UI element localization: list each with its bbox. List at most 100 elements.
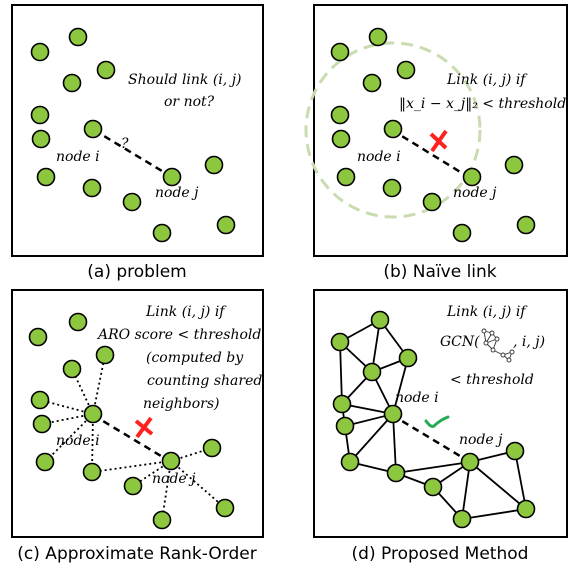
question-mark: ? — [121, 136, 129, 152]
dashed-link-ij — [93, 128, 173, 179]
graph-node — [204, 155, 224, 175]
annotation-threshold: < threshold — [450, 372, 534, 388]
nodes-d — [330, 310, 536, 529]
dotted-neighbor-link — [92, 354, 106, 415]
annotation-gcn: GCN( — [440, 334, 480, 350]
graph-node — [68, 27, 88, 47]
graph-node — [423, 477, 443, 497]
red-cross-icon — [134, 416, 154, 439]
graph-node — [35, 452, 55, 472]
graph-node — [36, 167, 56, 187]
graph-node — [123, 476, 143, 496]
graph-node — [82, 178, 102, 198]
graph-node — [83, 119, 103, 139]
annotation-line-3: (computed by — [146, 350, 244, 366]
panel-b: Link (i, j) if ‖x_i − x_j‖₂ < threshold … — [304, 4, 568, 282]
red-cross-icon — [429, 129, 448, 153]
node-i-label: node i — [56, 433, 100, 449]
graph-node — [516, 499, 536, 519]
panel-c-frame — [11, 289, 264, 538]
graph-node — [83, 404, 103, 424]
graph-node — [162, 167, 182, 187]
annotation-line-1: Link (i, j) if — [446, 304, 528, 320]
graph-node — [362, 362, 382, 382]
graph-node — [216, 215, 236, 235]
node-i-label: node i — [395, 390, 439, 406]
annotation-line-2: or not? — [164, 94, 215, 110]
graph-node — [336, 167, 356, 187]
caption-a: (a) problem — [87, 262, 186, 282]
graph-node — [460, 452, 480, 472]
graph-node — [31, 129, 51, 149]
graph-node — [332, 394, 352, 414]
graph-node — [30, 105, 50, 125]
threshold-radius-circle — [304, 41, 482, 219]
annotation-line-2: ARO score < threshold — [96, 327, 261, 343]
graph-node — [30, 390, 50, 410]
caption-d: (d) Proposed Method — [352, 544, 529, 564]
graph-node — [422, 192, 442, 212]
graph-node — [383, 119, 403, 139]
dotted-neighbor-link — [91, 460, 172, 473]
graph-node — [505, 441, 525, 461]
panel-a-frame — [11, 4, 264, 257]
annotation-line-2: ‖x_i − x_j‖₂ < threshold — [399, 96, 566, 112]
mini-graph-icon — [481, 328, 515, 363]
graph-edge — [395, 461, 471, 474]
graph-node — [396, 60, 416, 80]
graph-node — [68, 312, 88, 332]
graph-node — [62, 359, 82, 379]
annotation-line-4: counting shared — [147, 373, 262, 389]
node-j-label: node j — [459, 432, 503, 448]
graph-node — [95, 345, 115, 365]
caption-b: (b) Naïve link — [383, 262, 496, 282]
graph-node — [152, 510, 172, 530]
dashed-link-ij — [391, 128, 471, 180]
dotted-neighbor-link — [41, 413, 94, 425]
panel-d: Link (i, j) if GCN( , i, j) < threshold … — [313, 289, 568, 564]
graph-node — [30, 42, 50, 62]
graph-edge — [514, 450, 527, 510]
graph-node — [215, 498, 235, 518]
node-i-label: node i — [357, 149, 401, 165]
graph-node — [62, 73, 82, 93]
graph-node — [452, 509, 472, 529]
graph-node — [340, 452, 360, 472]
node-j-label: node j — [453, 185, 497, 201]
annotation-line-1: Should link (i, j) — [128, 72, 242, 88]
graph-node — [383, 404, 403, 424]
graph-node — [462, 167, 482, 187]
dotted-neighbor-link — [44, 413, 94, 463]
graph-node — [368, 27, 388, 47]
graph-edge — [339, 341, 343, 405]
graph-node — [330, 42, 350, 62]
caption-c: (c) Approximate Rank-Order — [17, 544, 256, 564]
graph-node — [122, 192, 142, 212]
annotation-line-5: neighbors) — [143, 396, 220, 412]
graph-node — [32, 414, 52, 434]
graph-node — [161, 451, 181, 471]
panel-a: ? Should link (i, j) or not? node i node… — [11, 4, 264, 282]
graph-node — [382, 178, 402, 198]
graph-node — [516, 215, 536, 235]
graph-node — [335, 416, 355, 436]
graph-node — [82, 462, 102, 482]
annotation-line-1: Link (i, j) if — [145, 304, 227, 320]
nodes-b — [330, 27, 536, 243]
dotted-neighbor-link — [170, 460, 226, 509]
graph-node — [152, 223, 172, 243]
nodes-c — [28, 312, 235, 530]
graph-node — [28, 327, 48, 347]
panel-c: Link (i, j) if ARO score < threshold (co… — [11, 289, 264, 564]
graph-edge — [392, 413, 397, 474]
annotation-line-1: Link (i, j) if — [446, 72, 528, 88]
graph-edge — [392, 357, 409, 415]
panel-b-frame — [313, 4, 568, 257]
node-j-label: node j — [155, 185, 199, 201]
node-j-label: node j — [152, 471, 196, 487]
graph-node — [362, 73, 382, 93]
graph-node — [398, 348, 418, 368]
graph-node — [370, 310, 390, 330]
graph-node — [504, 155, 524, 175]
